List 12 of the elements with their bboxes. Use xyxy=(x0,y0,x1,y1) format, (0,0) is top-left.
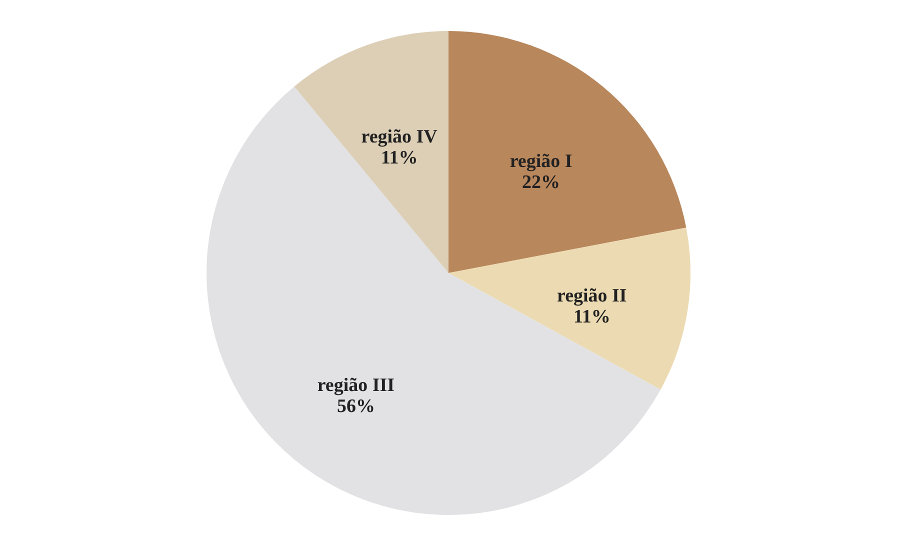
slice-label: região I xyxy=(510,151,572,172)
data-label: 22% xyxy=(522,172,560,194)
slice-label: região III xyxy=(317,374,395,396)
data-label: 11% xyxy=(380,147,418,168)
pie-slice xyxy=(448,31,686,273)
slice-label: região II xyxy=(556,286,627,307)
data-label: 56% xyxy=(336,396,375,417)
data-label: 11% xyxy=(573,306,610,328)
slice-label: região IV xyxy=(361,126,438,148)
pie-slice xyxy=(294,31,448,273)
pie-slice xyxy=(448,228,690,390)
pie-slice xyxy=(206,86,661,515)
